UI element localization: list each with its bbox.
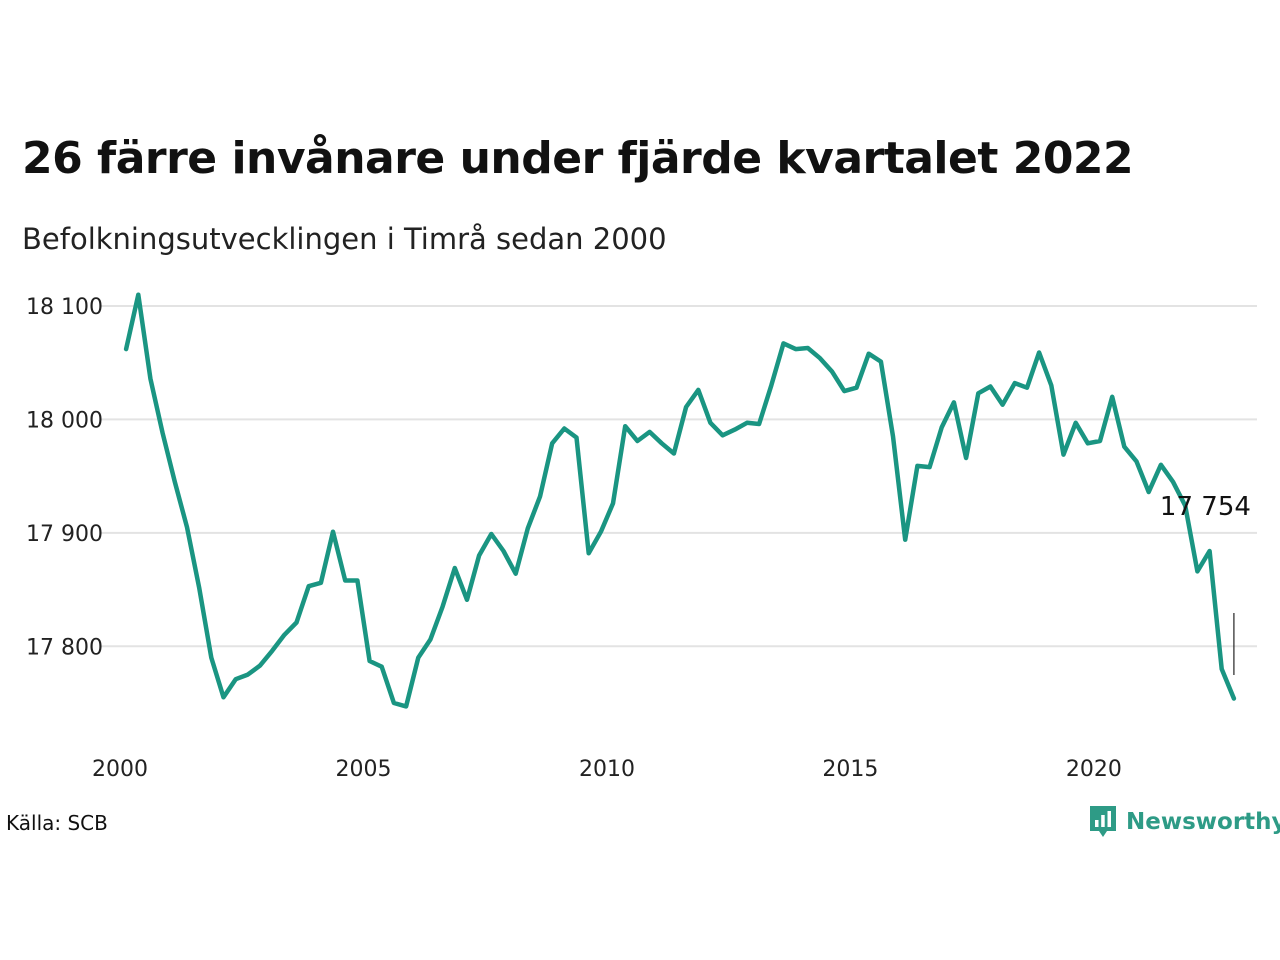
series-layer <box>123 292 1237 709</box>
y-axis-labels: 17 800 17 900 18 000 18 100 <box>26 295 103 660</box>
last-value-label: 17 754 <box>1160 492 1251 522</box>
series-line <box>123 292 1237 709</box>
newsworthy-logo: Newsworthy <box>1088 804 1280 840</box>
gridlines <box>100 305 1257 648</box>
y-tick-label: 18 000 <box>26 408 103 433</box>
chart-subtitle: Befolkningsutvecklingen i Timrå sedan 20… <box>22 222 667 256</box>
newsworthy-logo-icon <box>1090 806 1116 837</box>
x-tick-label: 2020 <box>1066 757 1122 782</box>
y-tick-label: 18 100 <box>26 295 103 320</box>
y-tick-label: 17 800 <box>26 635 103 660</box>
x-axis-labels: 2000 2005 2010 2015 2020 <box>92 757 1122 782</box>
x-tick-label: 2010 <box>579 757 635 782</box>
annotation-layer: 17 754 <box>1160 492 1251 675</box>
source-note: Källa: SCB <box>6 811 108 835</box>
x-tick-label: 2005 <box>335 757 391 782</box>
x-tick-label: 2000 <box>92 757 148 782</box>
chart-title: 26 färre invånare under fjärde kvartalet… <box>22 133 1134 184</box>
x-tick-label: 2015 <box>822 757 878 782</box>
y-tick-label: 17 900 <box>26 522 103 547</box>
brand-name: Newsworthy <box>1126 809 1280 835</box>
